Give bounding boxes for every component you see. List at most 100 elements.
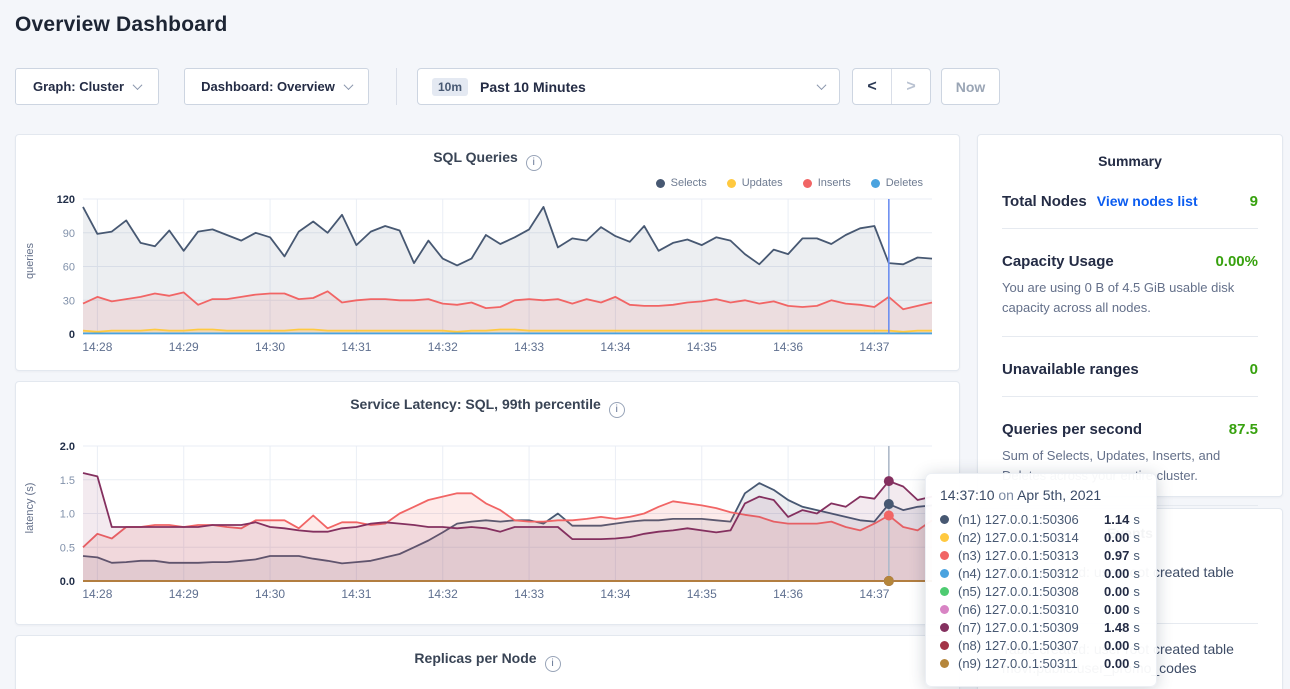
chevron-down-icon [816, 80, 827, 91]
sql-queries-chart[interactable]: 0 30 60 90 120 14:28 14:29 14:30 14:31 14:32 14:33… [18, 183, 958, 355]
svg-text:14:35: 14:35 [687, 587, 717, 601]
info-icon[interactable]: i [525, 154, 542, 171]
legend-item-inserts: Inserts [802, 177, 851, 189]
svg-text:14:34: 14:34 [600, 587, 630, 601]
graph-dropdown-label: Graph: Cluster [32, 79, 124, 94]
chevron-down-icon [132, 80, 143, 91]
svg-text:14:37: 14:37 [859, 340, 889, 354]
tooltip-row-n2: (n2) 127.0.0.1:50314 0.00 s [940, 528, 1142, 546]
svg-text:14:31: 14:31 [341, 340, 371, 354]
svg-text:1.0: 1.0 [60, 509, 75, 521]
tooltip-row-n7: (n7) 127.0.0.1:50309 1.48 s [940, 618, 1142, 636]
time-pager: < > [852, 68, 931, 105]
controls-divider [396, 68, 397, 105]
tooltip-row-n4: (n4) 127.0.0.1:50312 0.00 s [940, 564, 1142, 582]
capacity-usage-desc: You are using 0 B of 4.5 GiB usable disk… [1002, 280, 1235, 316]
svg-text:14:35: 14:35 [687, 340, 717, 354]
svg-text:60: 60 [63, 262, 75, 274]
graph-dropdown[interactable]: Graph: Cluster [15, 68, 159, 105]
svg-text:14:30: 14:30 [255, 587, 285, 601]
chart-title: Replicas per Node [414, 650, 537, 666]
service-latency-card: Service Latency: SQL, 99th percentile i l… [15, 381, 960, 625]
chevron-down-icon [343, 80, 354, 91]
svg-text:14:33: 14:33 [514, 340, 544, 354]
info-icon[interactable]: i [608, 401, 625, 418]
svg-text:14:30: 14:30 [255, 340, 285, 354]
svg-text:120: 120 [57, 194, 75, 206]
svg-text:14:37: 14:37 [859, 587, 889, 601]
svg-text:14:34: 14:34 [600, 340, 630, 354]
summary-row-capacity: Capacity Usage 0.00% [1002, 253, 1258, 270]
svg-text:90: 90 [63, 228, 75, 240]
svg-text:0: 0 [69, 329, 75, 341]
now-button[interactable]: Now [941, 68, 1000, 105]
dashboard-dropdown[interactable]: Dashboard: Overview [184, 68, 369, 105]
time-range-badge: 10m [432, 77, 469, 96]
node-dot-icon [940, 640, 949, 650]
info-icon[interactable]: i [544, 655, 561, 672]
svg-text:0.5: 0.5 [60, 542, 75, 554]
chart-legend: Selects Updates Inserts Deletes [655, 177, 923, 189]
tooltip-row-n8: (n8) 127.0.0.1:50307 0.00 s [940, 636, 1142, 654]
svg-text:14:29: 14:29 [169, 340, 199, 354]
chart-title-row: Replicas per Node i [16, 650, 959, 672]
updates-dot-icon [726, 178, 736, 188]
chart-title-row: SQL Queries i [16, 149, 959, 171]
selects-dot-icon [655, 178, 665, 188]
tooltip-row-n9: (n9) 127.0.0.1:50311 0.00 s [940, 654, 1142, 672]
divider [1002, 396, 1258, 398]
chart-title: Service Latency: SQL, 99th percentile [350, 396, 601, 412]
summary-panel: Summary Total Nodes View nodes list 9 Ca… [977, 134, 1283, 547]
deletes-dot-icon [870, 178, 880, 188]
qps-value: 87.5 [1228, 421, 1258, 439]
tooltip-row-n6: (n6) 127.0.0.1:50310 0.00 s [940, 600, 1142, 618]
node-dot-icon [940, 568, 949, 578]
divider [1002, 336, 1258, 338]
node-dot-icon [940, 550, 949, 560]
node-dot-icon [940, 532, 949, 542]
chart-title-row: Service Latency: SQL, 99th percentile i [16, 396, 959, 418]
inserts-dot-icon [802, 178, 812, 188]
summary-title: Summary [1098, 153, 1162, 169]
unavailable-ranges-value: 0 [1249, 361, 1258, 379]
svg-text:14:33: 14:33 [514, 587, 544, 601]
view-nodes-list-link[interactable]: View nodes list [1096, 193, 1198, 209]
divider [1002, 228, 1258, 229]
time-range-dropdown[interactable]: 10m Past 10 Minutes [417, 68, 840, 105]
capacity-usage-value: 0.00% [1215, 253, 1258, 270]
summary-row-total-nodes: Total Nodes View nodes list 9 [1002, 193, 1258, 210]
svg-text:14:28: 14:28 [82, 587, 112, 601]
svg-text:14:36: 14:36 [773, 587, 803, 601]
node-dot-icon [940, 586, 949, 596]
summary-row-qps: Queries per second 87.5 [1002, 421, 1258, 439]
node-dot-icon [940, 514, 949, 524]
svg-text:14:31: 14:31 [341, 587, 371, 601]
node-dot-icon [940, 658, 949, 668]
time-range-label: Past 10 Minutes [480, 78, 586, 95]
chart-hover-tooltip: 14:37:10 on Apr 5th, 2021 (n1) 127.0.0.1… [925, 473, 1157, 687]
time-prev-button[interactable]: < [853, 69, 891, 104]
chart-title: SQL Queries [433, 149, 518, 165]
svg-text:2.0: 2.0 [60, 441, 75, 453]
svg-text:14:28: 14:28 [82, 340, 112, 354]
legend-item-selects: Selects [655, 177, 707, 189]
dashboard-dropdown-label: Dashboard: Overview [201, 79, 335, 94]
node-dot-icon [940, 622, 949, 632]
node-dot-icon [940, 604, 949, 614]
tooltip-row-n5: (n5) 127.0.0.1:50308 0.00 s [940, 582, 1142, 600]
total-nodes-value: 9 [1249, 193, 1258, 210]
tooltip-row-n1: (n1) 127.0.0.1:50306 1.14 s [940, 510, 1142, 528]
svg-text:30: 30 [63, 295, 75, 307]
svg-text:14:29: 14:29 [169, 587, 199, 601]
tooltip-timestamp: 14:37:10 on Apr 5th, 2021 [940, 487, 1102, 503]
svg-text:14:36: 14:36 [773, 340, 803, 354]
svg-text:0.0: 0.0 [60, 576, 75, 588]
replicas-per-node-card: Replicas per Node i [15, 635, 960, 689]
svg-text:14:32: 14:32 [428, 587, 458, 601]
page-title: Overview Dashboard [15, 13, 228, 36]
time-next-button[interactable]: > [891, 69, 930, 104]
sql-queries-card: SQL Queries i Selects Updates Inserts Del… [15, 134, 960, 371]
latency-chart[interactable]: 0.0 0.5 1.0 1.5 2.0 14:28 14:29 14:30 14:31 14:32… [18, 430, 958, 602]
svg-text:1.5: 1.5 [60, 475, 75, 487]
